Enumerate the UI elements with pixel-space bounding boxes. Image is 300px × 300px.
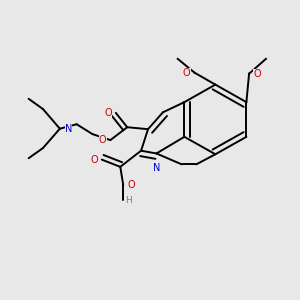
Text: N: N — [153, 164, 160, 173]
Text: H: H — [125, 196, 132, 205]
Text: O: O — [99, 135, 106, 145]
Text: O: O — [104, 108, 112, 118]
Text: O: O — [183, 68, 190, 78]
Text: O: O — [90, 154, 98, 165]
Text: O: O — [253, 69, 261, 79]
Text: O: O — [127, 180, 135, 190]
Text: N: N — [65, 124, 72, 134]
